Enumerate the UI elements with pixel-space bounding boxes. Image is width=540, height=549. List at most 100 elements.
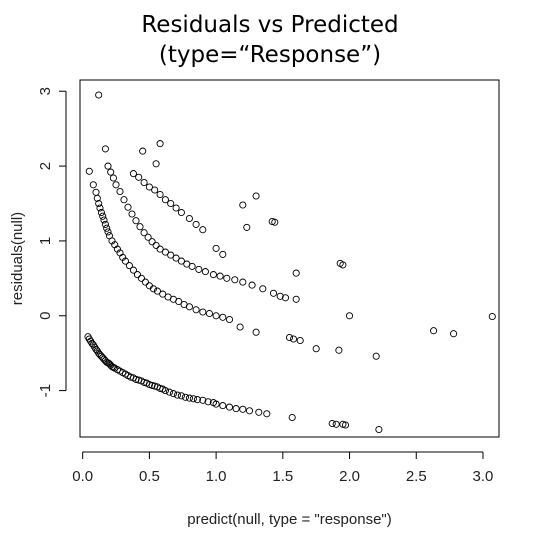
data-point [252,328,260,336]
data-point [252,192,260,200]
data-point [124,203,132,211]
data-point [173,391,181,399]
data-point [136,223,144,231]
data-point [140,178,148,187]
data-point [276,292,284,300]
chart-subtitle: (type=“Response”) [158,42,382,68]
data-point [93,194,101,202]
data-point [430,327,438,335]
data-point [181,393,189,401]
data-point [201,268,209,276]
data-point [167,251,175,259]
data-points [84,91,496,434]
data-point [271,218,279,226]
data-point [172,254,180,262]
data-point [212,244,220,252]
data-point [156,140,164,148]
data-point [101,145,109,153]
data-point [219,250,227,258]
data-point [341,421,350,429]
data-point [332,420,340,428]
data-point [156,245,164,253]
data-point [99,212,107,220]
data-point [144,233,152,241]
data-point [109,174,117,182]
data-point [175,297,183,306]
data-point [177,257,185,265]
data-point [193,396,201,404]
data-point [152,160,160,168]
plot-frame [79,79,500,438]
data-point [245,407,254,415]
data-point [132,375,140,383]
data-point [149,285,157,293]
y-tick-label: -1 [37,384,54,397]
data-point [89,181,97,189]
data-point [236,323,244,331]
data-point [288,413,296,422]
data-point [97,208,105,217]
data-point [205,309,213,318]
data-point [372,352,380,360]
data-point [312,345,320,353]
data-point [488,312,496,321]
data-point [239,278,247,286]
data-point [199,308,207,316]
data-point [339,261,347,269]
data-point [225,403,234,411]
data-point [129,170,137,178]
data-point [185,214,193,223]
data-point [129,266,137,274]
data-point [151,186,159,194]
data-point [95,199,103,208]
y-tick-label: 2 [37,162,54,170]
data-point [185,394,193,402]
data-point [285,333,294,342]
chart-title: Residuals vs Predicted [141,12,399,38]
data-point [243,223,251,231]
x-axis-title: predict(null, type = "response") [187,511,392,528]
data-point [156,190,164,199]
data-point [292,269,300,277]
data-point [85,167,93,175]
data-point [104,228,112,236]
data-point [121,257,129,265]
data-point [296,336,304,345]
data-point [188,262,196,270]
y-axis-title: residuals(null) [9,212,26,305]
data-point [100,216,108,224]
data-point [239,201,247,209]
x-tick-label: 1.5 [272,468,293,485]
data-point [259,285,267,293]
data-point [159,290,167,298]
x-tick-label: 2.5 [406,468,427,485]
data-point [269,289,278,297]
y-tick-label: 0 [37,312,54,320]
data-point [177,392,185,400]
x-axis: 0.0 0.5 1.0 1.5 2.0 2.5 3.0 [72,451,493,485]
data-point [328,419,336,428]
data-point [172,204,180,212]
data-point [133,271,141,279]
data-point [161,196,169,204]
data-point [125,262,133,270]
data-point [209,271,217,279]
data-point [137,274,145,282]
x-tick-label: 1.0 [206,468,227,485]
data-point [204,398,212,406]
data-point [212,400,220,408]
data-point [153,287,161,295]
x-tick-label: 0.5 [139,468,160,485]
data-point [232,405,240,413]
data-point [177,208,185,217]
data-point [189,395,197,403]
data-point [192,220,200,228]
data-point [95,91,103,99]
data-point [292,295,300,303]
data-point [289,335,298,343]
data-point [450,330,458,338]
data-point [216,272,224,280]
data-point [231,276,239,284]
data-point [239,405,247,413]
data-point [140,229,148,237]
